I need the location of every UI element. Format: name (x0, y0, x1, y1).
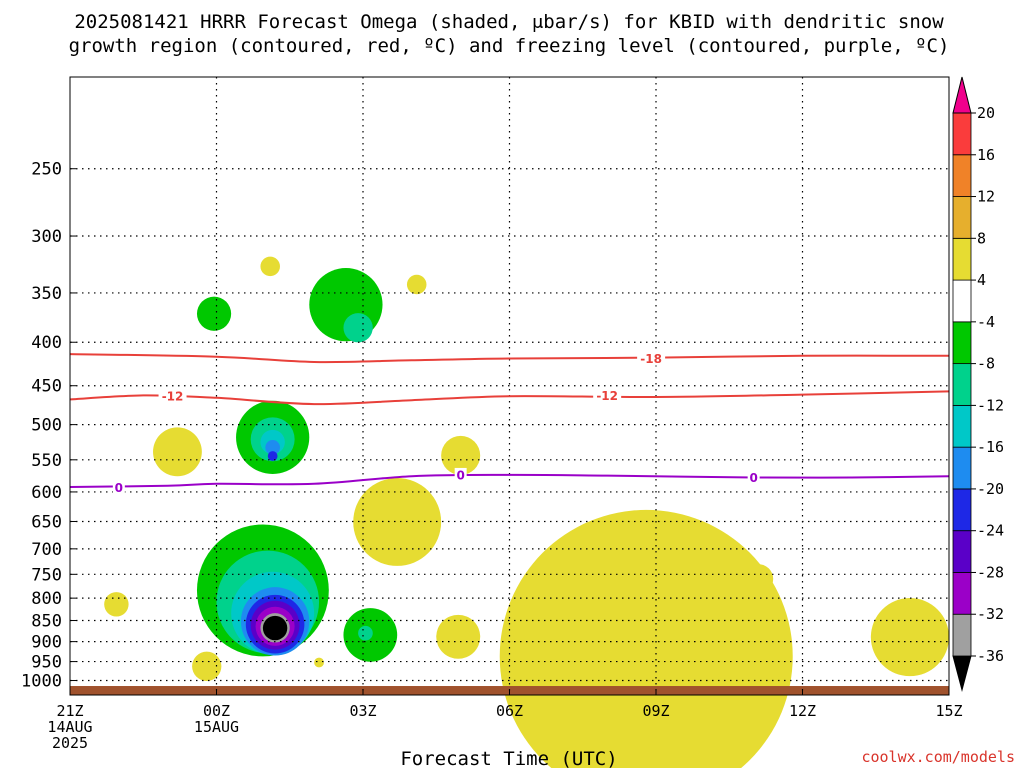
omega-cell-5 (343, 313, 373, 343)
colorbar-label-7: -8 (977, 355, 995, 373)
omega-cell-25 (353, 478, 442, 566)
colorbar-bin-0 (952, 613, 972, 657)
colorbar-label-2: -28 (977, 563, 1004, 581)
contour-label-bg-2-0 (112, 480, 125, 495)
contour-line-0 (69, 473, 950, 488)
contour-label-1-1: -12 (596, 389, 618, 403)
omega-cell-10 (265, 440, 280, 455)
omega-cell-20 (262, 615, 288, 641)
x-tick-label-6-0: 03Z (349, 702, 376, 720)
y-tick-label-250: 250 (31, 160, 62, 180)
colorbar-bin-2 (952, 530, 972, 573)
colorbar-bin-6 (952, 363, 972, 406)
contour-label-bg-2-2 (747, 470, 760, 485)
contour-label-bg-0-0 (637, 351, 666, 366)
contour-label-bg-2-1 (454, 467, 467, 482)
x-tick-label-3-1: 15AUG (194, 718, 239, 736)
y-tick-label-400: 400 (31, 333, 62, 353)
contour-label-bg-1-1 (593, 388, 622, 403)
contour-label-1-0: -12 (162, 390, 184, 404)
omega-cell-27 (436, 614, 481, 659)
colorbar-bin-7 (952, 321, 972, 365)
contour-label-2-2: 0 (749, 471, 757, 485)
x-axis-label: Forecast Time (UTC) (400, 748, 617, 768)
y-tick-label-850: 850 (31, 612, 62, 632)
colorbar-bin-4 (952, 446, 972, 490)
chart-title-line2: growth region (contoured, red, ºC) and f… (69, 35, 950, 57)
colorbar-bin-1 (952, 572, 972, 615)
credit-text: coolwx.com/models (861, 748, 1015, 766)
colorbar-label-4: -20 (977, 480, 1004, 498)
y-tick-label-750: 750 (31, 565, 62, 585)
colorbar-bin-9 (952, 237, 972, 281)
colorbar-bin-11 (952, 154, 972, 197)
y-tick-label-450: 450 (31, 377, 62, 397)
y-axis: 2503003504004505005506006507007508008509… (21, 160, 76, 692)
contour-label-2-1: 0 (456, 468, 464, 482)
x-tick-label-15-0: 12Z (789, 702, 816, 720)
omega-cell-11 (267, 451, 278, 461)
x-tick-label-0-2: 2025 (52, 734, 88, 752)
colorbar: -36 -32 -28 -24 -20 -16 -12 -8 -4 4 8 12 16 20 (952, 76, 1004, 692)
x-tick-label-12-0: 09Z (642, 702, 669, 720)
x-tick-label-3-0: 00Z (203, 702, 230, 720)
colorbar-label-9: 4 (977, 271, 986, 289)
colorbar-label-5: -16 (977, 438, 1004, 456)
colorbar-label-1: -32 (977, 605, 1004, 623)
colorbar-label-11: 12 (977, 188, 995, 206)
grid-lines (70, 77, 949, 695)
colorbar-label-8: -4 (977, 313, 995, 331)
colorbar-bin-12 (952, 112, 972, 156)
y-tick-label-700: 700 (31, 540, 62, 560)
omega-cell-0 (104, 592, 129, 617)
y-tick-label-550: 550 (31, 451, 62, 471)
x-tick-label-0-1: 14AUG (47, 718, 92, 736)
colorbar-min-triangle (952, 655, 972, 692)
colorbar-bin-8 (952, 279, 972, 323)
contour-lines: -18 -12 -12 0 0 0 (69, 351, 950, 495)
colorbar-label-13: 20 (977, 104, 995, 122)
y-tick-label-900: 900 (31, 633, 62, 653)
contour-label-bg-1-0 (158, 389, 187, 404)
colorbar-bin-3 (952, 488, 972, 532)
y-tick-label-800: 800 (31, 589, 62, 609)
y-tick-label-600: 600 (31, 483, 62, 503)
omega-cell-6 (406, 274, 427, 295)
y-tick-label-300: 300 (31, 227, 62, 247)
omega-cell-30 (743, 564, 774, 594)
y-tick-label-500: 500 (31, 416, 62, 436)
colorbar-label-6: -12 (977, 396, 1004, 414)
y-tick-label-1000: 1000 (21, 672, 62, 692)
chart-title-line1: 2025081421 HRRR Forecast Omega (shaded, … (74, 11, 944, 33)
omega-cell-3 (260, 256, 280, 277)
colorbar-max-triangle (952, 76, 972, 114)
omega-cell-21 (192, 651, 222, 681)
colorbar-label-12: 16 (977, 146, 995, 164)
omega-cell-2 (196, 296, 232, 331)
y-tick-label-950: 950 (31, 653, 62, 673)
omega-cell-1 (153, 427, 202, 477)
x-tick-label-0-0: 21Z (56, 702, 83, 720)
colorbar-bin-10 (952, 196, 972, 239)
colorbar-bin-5 (952, 404, 972, 448)
contour-label-2-0: 0 (115, 481, 123, 495)
colorbar-label-3: -24 (977, 522, 1004, 540)
omega-cell-26 (441, 435, 481, 475)
colorbar-label-0: -36 (977, 647, 1004, 665)
omega-cell-31 (870, 598, 949, 677)
y-tick-label-650: 650 (31, 512, 62, 532)
contour-label-0-0: -18 (640, 352, 662, 366)
omega-cell-22 (314, 657, 324, 668)
x-tick-label-9-0: 06Z (496, 702, 523, 720)
colorbar-label-10: 8 (977, 229, 986, 247)
omega-cell-24 (358, 625, 373, 641)
x-tick-label-18-0: 15Z (935, 702, 962, 720)
y-tick-label-350: 350 (31, 284, 62, 304)
contour-line--18 (69, 353, 950, 364)
